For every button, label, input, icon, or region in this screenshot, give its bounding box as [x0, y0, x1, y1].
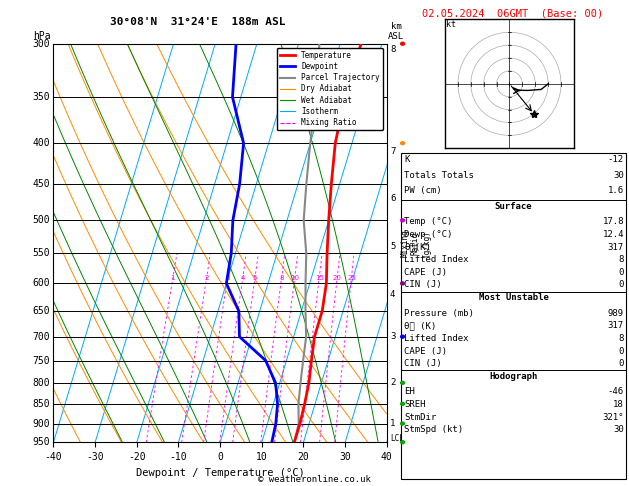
Text: 1: 1 [170, 275, 175, 280]
Text: 8: 8 [390, 45, 396, 54]
Text: θᴇ (K): θᴇ (K) [404, 321, 437, 330]
Text: 0: 0 [618, 347, 624, 356]
Text: -46: -46 [608, 387, 624, 397]
Text: 700: 700 [33, 331, 50, 342]
Text: Lifted Index: Lifted Index [404, 255, 469, 264]
Text: 1: 1 [390, 419, 396, 428]
Text: CIN (J): CIN (J) [404, 359, 442, 368]
Text: 950: 950 [33, 437, 50, 447]
Text: 550: 550 [33, 248, 50, 258]
Text: 317: 317 [608, 243, 624, 252]
Text: 4: 4 [240, 275, 245, 280]
Text: Hodograph: Hodograph [489, 372, 538, 381]
Text: LCL: LCL [390, 434, 404, 443]
Text: Lifted Index: Lifted Index [404, 334, 469, 343]
Text: 650: 650 [33, 306, 50, 316]
Text: hPa: hPa [33, 31, 50, 41]
Text: 600: 600 [33, 278, 50, 288]
Text: 10: 10 [290, 275, 299, 280]
Text: 0: 0 [618, 359, 624, 368]
Text: Surface: Surface [495, 202, 532, 211]
Text: kt: kt [447, 20, 457, 29]
Text: EH: EH [404, 387, 415, 397]
Text: 17.8: 17.8 [603, 217, 624, 226]
Text: 1.6: 1.6 [608, 186, 624, 195]
Legend: Temperature, Dewpoint, Parcel Trajectory, Dry Adiabat, Wet Adiabat, Isotherm, Mi: Temperature, Dewpoint, Parcel Trajectory… [277, 48, 383, 130]
Text: 450: 450 [33, 179, 50, 189]
Text: 850: 850 [33, 399, 50, 409]
Text: StmDir: StmDir [404, 413, 437, 422]
Text: 8: 8 [279, 275, 284, 280]
Text: Temp (°C): Temp (°C) [404, 217, 453, 226]
Text: 400: 400 [33, 138, 50, 148]
Text: 321°: 321° [603, 413, 624, 422]
Text: 18: 18 [613, 400, 624, 409]
Text: 25: 25 [347, 275, 356, 280]
Text: CAPE (J): CAPE (J) [404, 347, 447, 356]
Text: 900: 900 [33, 418, 50, 429]
Text: Most Unstable: Most Unstable [479, 293, 548, 302]
Text: Mixing
Ratio
(g/kg): Mixing Ratio (g/kg) [400, 229, 430, 257]
Text: 2: 2 [390, 378, 396, 387]
Text: θᴇ(K): θᴇ(K) [404, 243, 431, 252]
Text: 750: 750 [33, 356, 50, 365]
Text: 6: 6 [390, 194, 396, 204]
Text: -12: -12 [608, 155, 624, 164]
Text: 2: 2 [204, 275, 209, 280]
Text: Dewp (°C): Dewp (°C) [404, 230, 453, 239]
Text: km
ASL: km ASL [388, 22, 404, 41]
Text: K: K [404, 155, 410, 164]
Text: SREH: SREH [404, 400, 426, 409]
Text: 500: 500 [33, 215, 50, 226]
Text: 5: 5 [253, 275, 257, 280]
Text: 30: 30 [613, 425, 624, 434]
Text: 317: 317 [608, 321, 624, 330]
Text: 3: 3 [390, 332, 396, 341]
Text: 8: 8 [618, 255, 624, 264]
Text: Totals Totals: Totals Totals [404, 171, 474, 180]
Text: 800: 800 [33, 378, 50, 388]
Text: 15: 15 [314, 275, 324, 280]
Text: 4: 4 [390, 290, 396, 299]
Text: 300: 300 [33, 39, 50, 49]
Text: 350: 350 [33, 92, 50, 102]
Text: 02.05.2024  06GMT  (Base: 00): 02.05.2024 06GMT (Base: 00) [422, 9, 603, 19]
Text: 3: 3 [225, 275, 230, 280]
Text: 7: 7 [390, 147, 396, 156]
Text: CIN (J): CIN (J) [404, 280, 442, 290]
Text: StmSpd (kt): StmSpd (kt) [404, 425, 464, 434]
Text: 12.4: 12.4 [603, 230, 624, 239]
Text: 5: 5 [390, 243, 396, 251]
Text: © weatheronline.co.uk: © weatheronline.co.uk [258, 474, 371, 484]
Text: PW (cm): PW (cm) [404, 186, 442, 195]
Text: 30: 30 [613, 171, 624, 180]
Text: CAPE (J): CAPE (J) [404, 268, 447, 277]
Text: 989: 989 [608, 309, 624, 318]
Text: 30°08'N  31°24'E  188m ASL: 30°08'N 31°24'E 188m ASL [110, 17, 286, 27]
Text: 20: 20 [333, 275, 342, 280]
Text: Pressure (mb): Pressure (mb) [404, 309, 474, 318]
Text: 0: 0 [618, 268, 624, 277]
Text: 0: 0 [618, 280, 624, 290]
X-axis label: Dewpoint / Temperature (°C): Dewpoint / Temperature (°C) [136, 468, 304, 478]
Text: 8: 8 [618, 334, 624, 343]
